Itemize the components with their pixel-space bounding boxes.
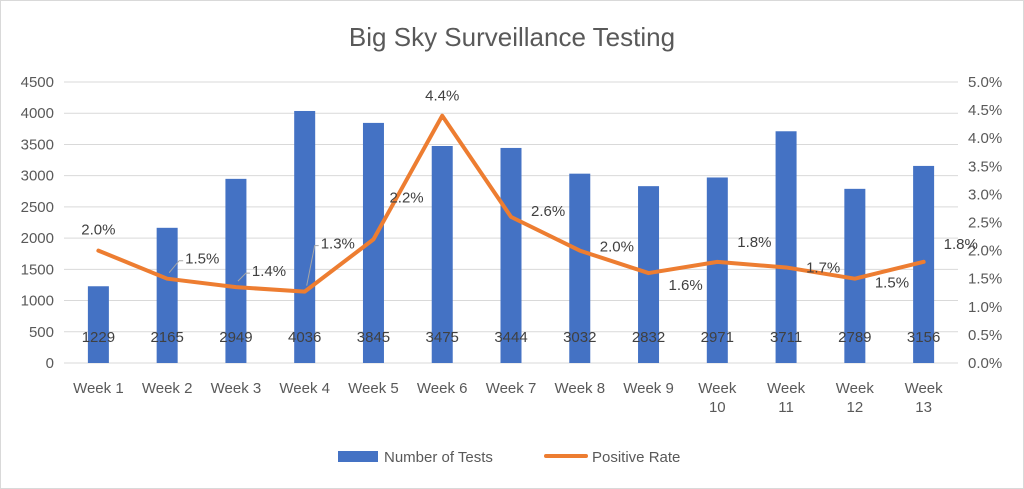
bar-data-label: 2949 [219, 329, 252, 346]
left-tick-label: 2500 [21, 199, 54, 216]
right-tick-label: 3.0% [968, 186, 1002, 203]
bar [294, 110, 316, 364]
x-tick-label: 12 [847, 399, 864, 416]
bar-data-label: 2832 [632, 329, 665, 346]
positive-rate-line [96, 113, 926, 294]
left-tick-label: 2000 [21, 230, 54, 247]
bar [706, 177, 728, 363]
x-tick-label: Week 6 [417, 380, 468, 397]
bar-series [87, 110, 935, 364]
left-tick-label: 4000 [21, 105, 54, 122]
x-tick-label: Week [905, 380, 944, 397]
x-tick-label: Week [767, 380, 806, 397]
left-tick-label: 500 [29, 324, 54, 341]
bar-data-label: 1229 [82, 329, 115, 346]
legend-label: Number of Tests [384, 449, 493, 466]
bar [913, 165, 935, 363]
bar-data-label: 2165 [150, 329, 183, 346]
bar [500, 147, 522, 363]
x-tick-label: Week 5 [348, 380, 399, 397]
bar-data-label: 3444 [494, 329, 527, 346]
legend-label: Positive Rate [592, 449, 680, 466]
right-tick-label: 1.0% [968, 299, 1002, 316]
line-data-label: 1.4% [252, 263, 286, 280]
bar-data-label: 4036 [288, 329, 321, 346]
gridlines [64, 81, 958, 364]
x-tick-label: Week 3 [211, 380, 262, 397]
right-tick-label: 0.0% [968, 355, 1002, 372]
x-tick-label: 10 [709, 399, 726, 416]
right-tick-label: 4.5% [968, 102, 1002, 119]
legend: Number of Tests Positive Rate [338, 449, 680, 466]
chart-title: Big Sky Surveillance Testing [349, 22, 675, 52]
x-tick-label: Week 2 [142, 380, 193, 397]
line-data-label: 1.5% [185, 251, 219, 268]
x-axis-ticks: Week 1 Week 2 Week 3 Week 4 Week 5 Week 6 Week… [73, 380, 943, 416]
bar-data-label: 2789 [838, 329, 871, 346]
left-tick-label: 4500 [21, 74, 54, 91]
bar [844, 188, 866, 363]
line-data-label: 1.8% [944, 236, 978, 253]
x-tick-label: Week 1 [73, 380, 124, 397]
leader-line [168, 260, 184, 274]
line-data-label: 2.6% [531, 203, 565, 220]
leader-line [237, 272, 250, 282]
x-tick-label: 11 [778, 399, 794, 416]
bar [431, 146, 453, 363]
line-data-label: 2.2% [389, 189, 423, 206]
line-data-label: 1.3% [321, 236, 355, 253]
right-tick-label: 5.0% [968, 74, 1002, 91]
bar [87, 286, 109, 363]
line-series [96, 113, 926, 294]
line-data-label: 1.5% [875, 275, 909, 292]
bar-data-labels: 1229 2165 2949 4036 3845 3475 3444 3032 2832 2971… [82, 329, 941, 346]
line-data-label: 1.6% [669, 277, 703, 294]
bar-data-label: 3156 [907, 329, 940, 346]
right-tick-label: 0.5% [968, 327, 1002, 344]
bar-data-label: 3711 [770, 329, 802, 346]
x-tick-label: Week 4 [279, 380, 330, 397]
right-tick-label: 3.5% [968, 158, 1002, 175]
right-tick-label: 1.5% [968, 271, 1002, 288]
right-tick-label: 2.0% [968, 243, 1002, 260]
left-tick-label: 1500 [21, 261, 54, 278]
left-tick-label: 3000 [21, 168, 54, 185]
x-tick-label: Week 8 [554, 380, 605, 397]
left-tick-label: 1000 [21, 293, 54, 310]
line-data-label: 2.0% [600, 239, 634, 256]
x-tick-label: Week [836, 380, 875, 397]
line-data-label: 1.8% [737, 234, 771, 251]
x-tick-label: Week 9 [623, 380, 674, 397]
bar [775, 131, 797, 363]
line-data-labels: 2.0% 1.5% 1.4% 1.3% 2.2% 4.4% 2.6% 2.0% 1.6% 1.8%… [81, 88, 978, 294]
left-tick-label: 0 [46, 355, 54, 372]
bar-data-label: 3845 [357, 329, 390, 346]
bar [225, 178, 247, 363]
left-axis-ticks: 0 500 1000 1500 2000 2500 3000 3500 4000 4500 [21, 74, 54, 372]
right-tick-label: 4.0% [968, 130, 1002, 147]
right-axis-ticks: 0.0% 0.5% 1.0% 1.5% 2.0% 2.5% 3.0% 3.5% 4.0% 4.5%… [968, 74, 1002, 372]
x-tick-label: Week [698, 380, 737, 397]
legend-swatch-bar [338, 451, 378, 462]
left-tick-label: 3500 [21, 136, 54, 153]
line-data-label: 1.7% [806, 259, 840, 276]
bar [569, 173, 591, 363]
bar [156, 227, 178, 363]
bar [362, 122, 384, 363]
bar-data-label: 3032 [563, 329, 596, 346]
line-data-label: 2.0% [81, 222, 115, 239]
line-data-label: 4.4% [425, 88, 459, 105]
x-tick-label: Week 7 [486, 380, 537, 397]
bar-data-label: 2971 [701, 329, 734, 346]
x-tick-label: 13 [915, 399, 932, 416]
bar-data-label: 3475 [426, 329, 459, 346]
leader-line [306, 245, 319, 286]
right-tick-label: 2.5% [968, 215, 1002, 232]
